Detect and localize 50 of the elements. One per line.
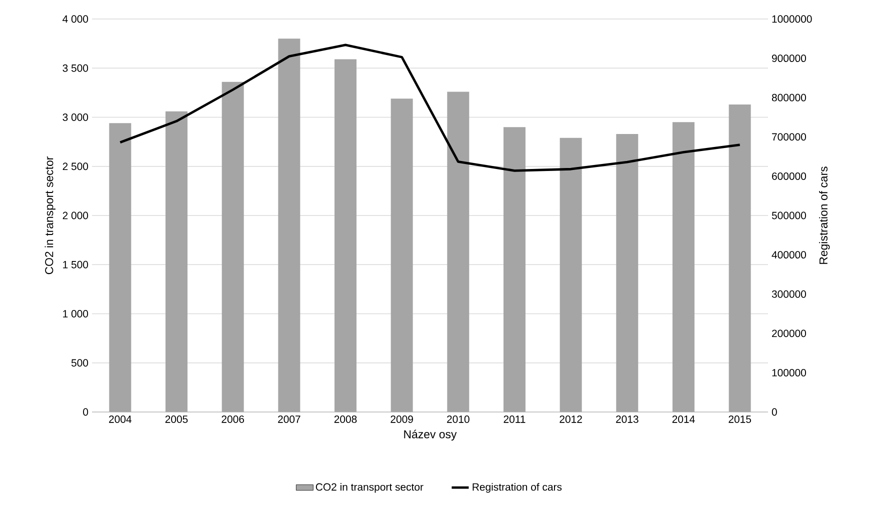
x-tick-label: 2014 [672, 416, 695, 423]
x-tick-label: 2006 [222, 416, 244, 423]
bar [504, 127, 526, 412]
bar [672, 122, 695, 412]
bar [166, 111, 188, 412]
bar [728, 104, 751, 412]
y2-tick-label: 0 [772, 408, 777, 416]
y-tick-label: 500 [71, 359, 88, 367]
bar [109, 123, 132, 412]
legend-label: CO2 in transport sector [316, 482, 424, 493]
y-tick-label: 2 000 [62, 212, 88, 220]
line-series [118, 44, 742, 172]
x-tick-label: 2007 [278, 416, 300, 423]
y2-tick-label: 700000 [772, 133, 806, 141]
bar [222, 82, 244, 412]
x-tick-label: 2009 [390, 416, 413, 423]
y2-axis-title: Registration of cars [819, 166, 830, 264]
x-tick-label: 2004 [109, 416, 132, 423]
bar [447, 92, 470, 412]
x-tick-label: 2005 [165, 416, 188, 423]
y-tick-label: 3 000 [62, 114, 88, 121]
y2-tick-label: 1000000 [772, 15, 812, 23]
y-tick-label: 1 500 [63, 260, 88, 268]
x-tick-label: 2015 [728, 416, 752, 423]
y2-tick-label: 200000 [772, 330, 806, 338]
bar [390, 98, 413, 412]
x-tick-label: 2010 [447, 416, 470, 423]
y-axis-title: CO2 in transport sector [44, 156, 56, 274]
y2-tick-label: 800000 [772, 94, 806, 102]
bar [334, 59, 357, 412]
y-tick-label: 4 000 [62, 15, 88, 23]
y2-tick-label: 100000 [772, 369, 806, 376]
y-tick-label: 3 500 [62, 64, 88, 72]
bar [278, 38, 300, 412]
x-tick-label: 2012 [560, 416, 582, 423]
y-tick-label: 1 000 [63, 310, 88, 318]
bar [616, 134, 638, 412]
x-axis-title: Název osy [404, 430, 457, 441]
y2-tick-label: 400000 [772, 251, 806, 259]
y-tick-label: 0 [83, 408, 88, 416]
y2-tick-label: 600000 [772, 172, 806, 180]
y2-tick-label: 900000 [772, 54, 806, 62]
y2-tick-label: 300000 [772, 290, 806, 298]
x-tick-label: 2011 [504, 416, 526, 423]
x-tick-label: 2013 [616, 416, 638, 423]
bar [560, 138, 582, 412]
x-tick-label: 2008 [334, 416, 357, 423]
y2-tick-label: 500000 [772, 212, 806, 220]
y-tick-label: 2 500 [62, 162, 88, 170]
legend-label: Registration of cars [472, 482, 562, 493]
